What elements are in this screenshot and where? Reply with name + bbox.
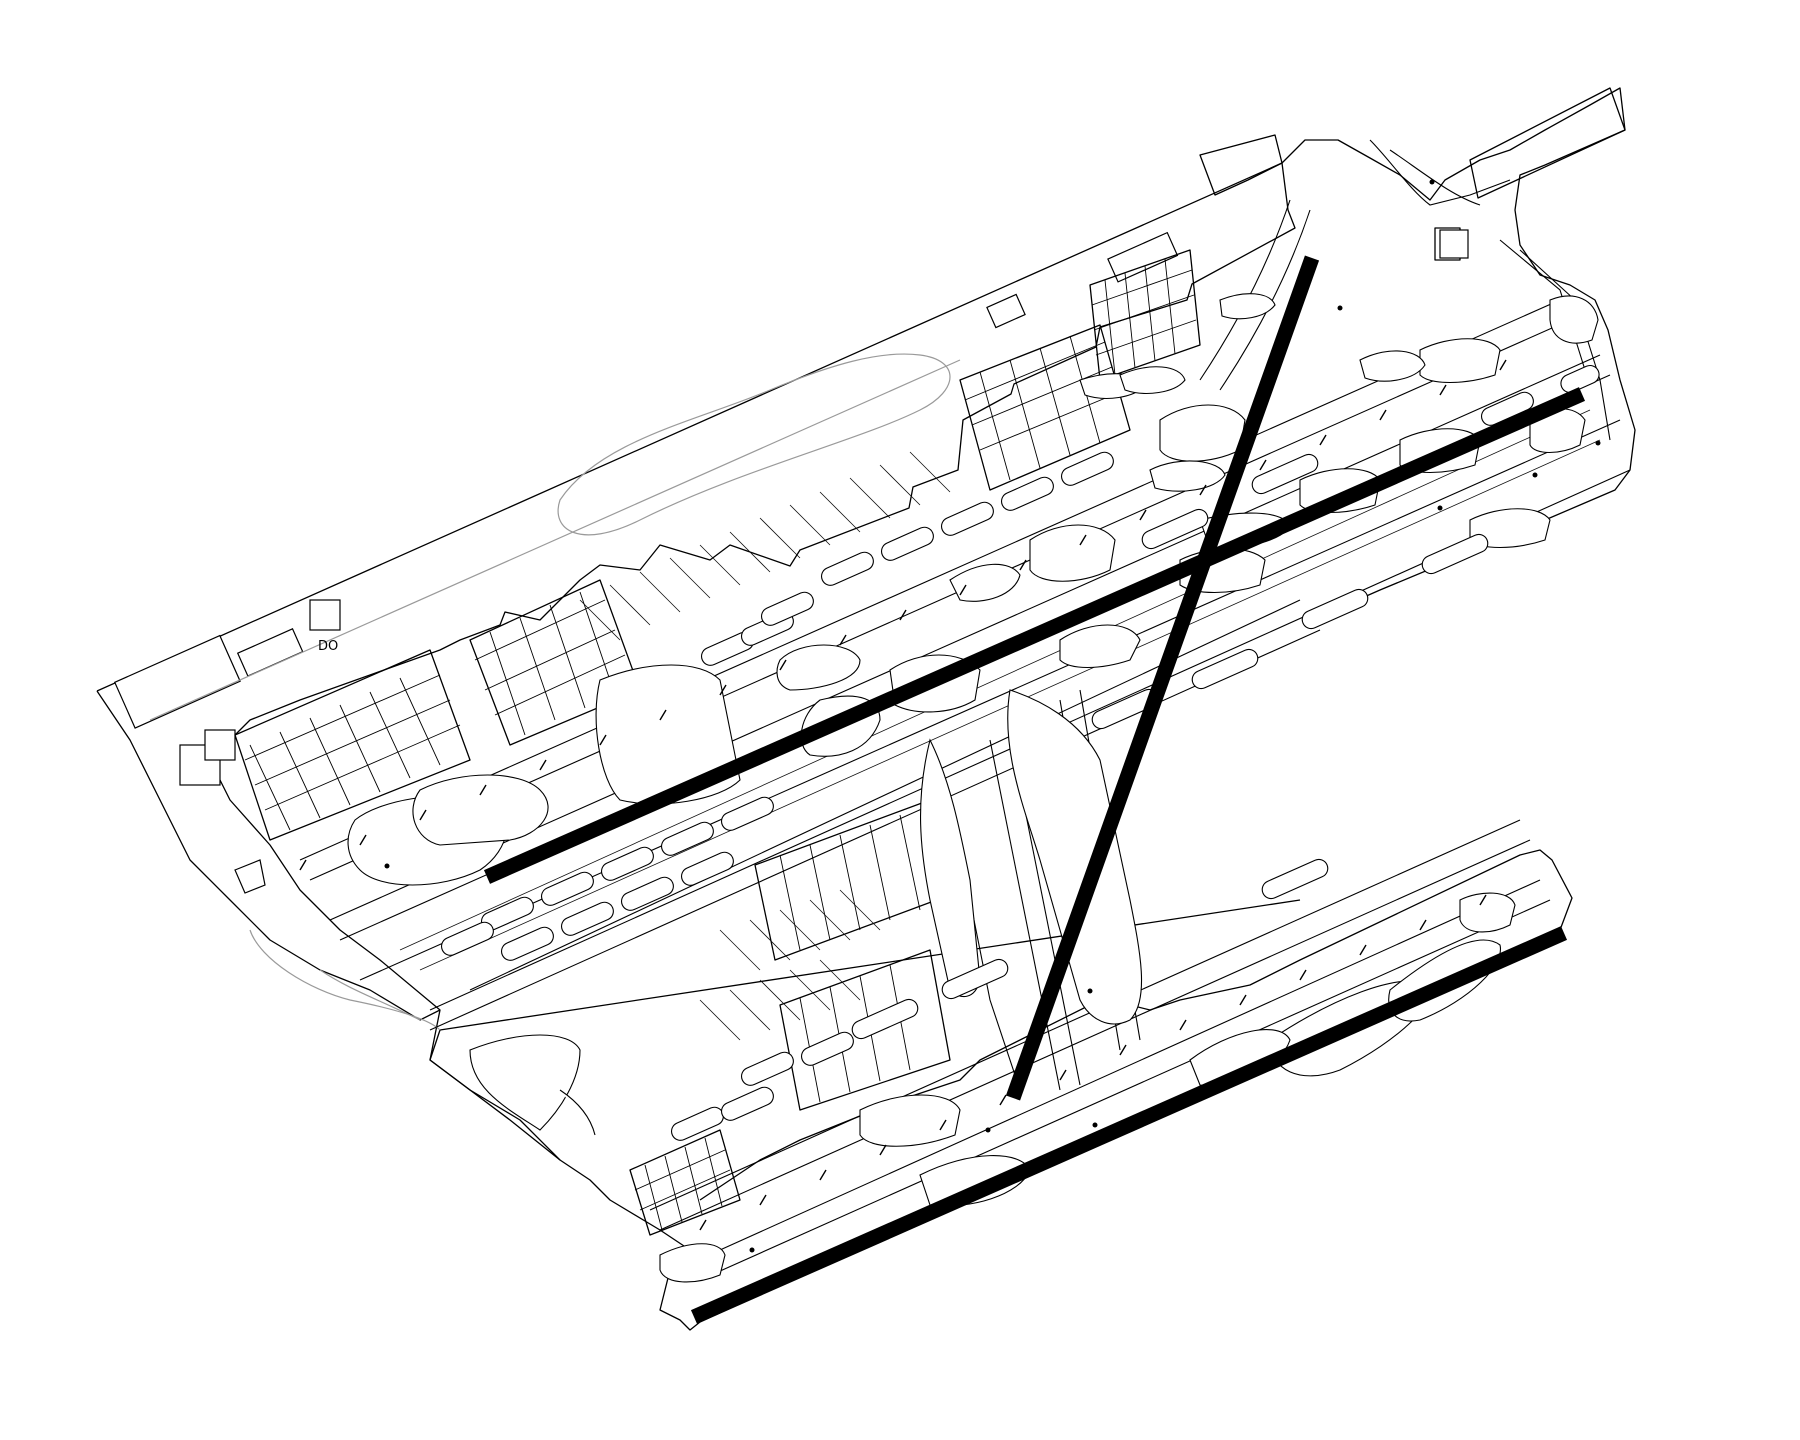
building-block xyxy=(234,859,266,894)
building-block xyxy=(1439,229,1469,259)
apron-west-grid xyxy=(234,649,471,841)
apron-north-grid xyxy=(959,324,1131,491)
building-block xyxy=(309,599,341,631)
building-block xyxy=(986,293,1026,329)
taxiway-oval-islands xyxy=(441,364,1600,1141)
aircraft-stands xyxy=(579,451,951,1041)
runway-northeast-diagonal xyxy=(1005,255,1320,1101)
do-label: DO xyxy=(318,639,338,654)
building-block xyxy=(113,634,241,729)
marker-dots xyxy=(384,179,1601,1253)
apron-northeast-grid xyxy=(1089,249,1201,381)
runway-main-crossing xyxy=(483,387,1586,884)
runways xyxy=(483,255,1586,1324)
runway-south-parallel xyxy=(690,926,1568,1324)
airport-boundary xyxy=(96,87,1636,1331)
infield-islands xyxy=(347,293,1599,1283)
building-block xyxy=(236,628,304,677)
landside-roads xyxy=(149,353,961,1031)
apron-southwest-grid xyxy=(629,1129,741,1236)
building-block xyxy=(1107,231,1179,283)
taxiway-system xyxy=(299,139,1631,1281)
hold-position-markings xyxy=(299,359,1507,1231)
building-block xyxy=(204,729,236,761)
